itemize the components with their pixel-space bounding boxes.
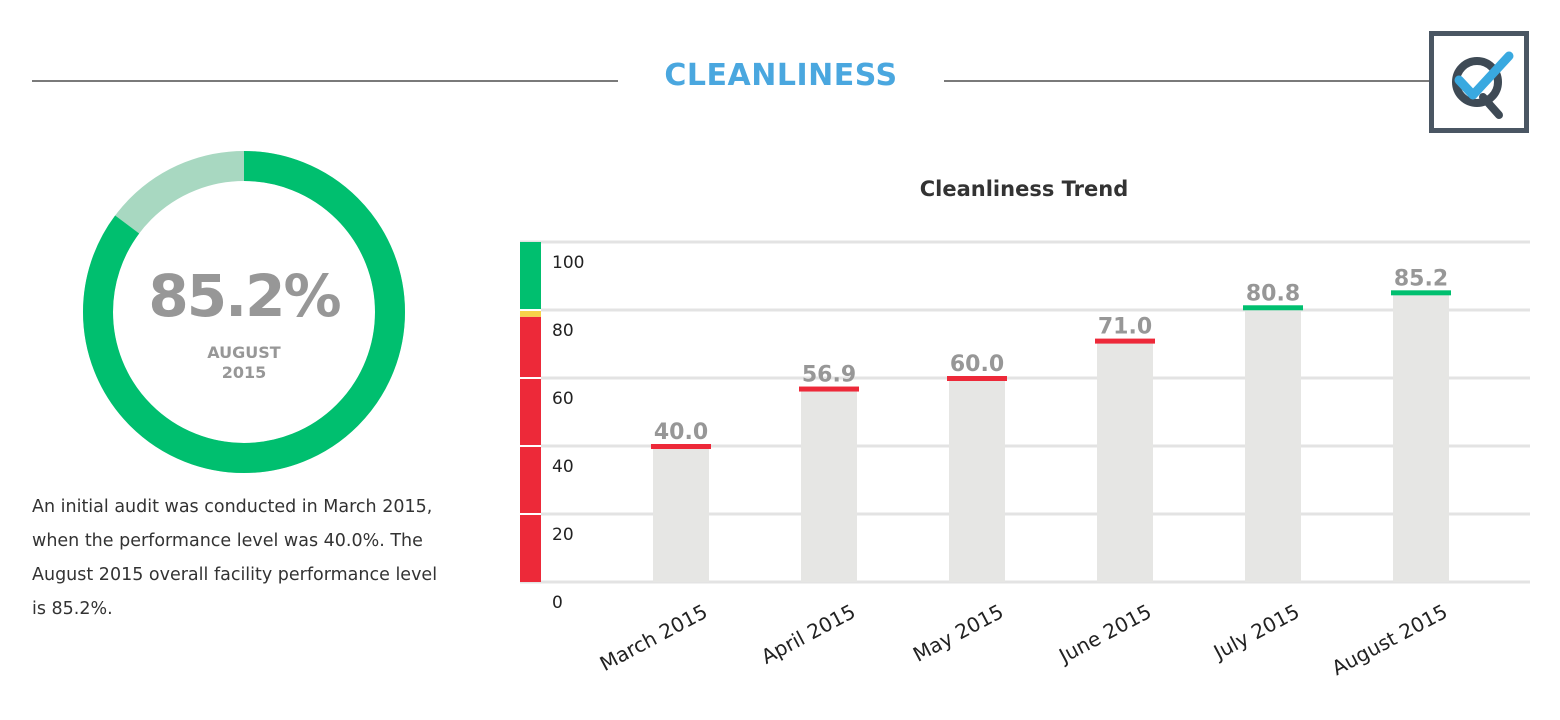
bar-value-label: 56.9 (802, 363, 856, 388)
bar-value-label: 71.0 (1098, 315, 1152, 340)
section-title: CLEANLINESS (664, 58, 898, 93)
bar-value-label: 60.0 (950, 352, 1004, 377)
bar (1245, 307, 1301, 582)
x-tick-label: April 2015 (757, 599, 859, 669)
x-tick-label: August 2015 (1328, 599, 1452, 680)
y-tick-label: 80 (552, 321, 574, 341)
cleanliness-trend-chart: Cleanliness Trend 40.0 56.9 60.0 71.0 80.8 85… (520, 177, 1530, 680)
y-tick-label: 40 (552, 457, 574, 477)
bar (1393, 292, 1449, 582)
bar-value-label: 80.8 (1246, 281, 1300, 306)
bar-value-label: 85.2 (1394, 266, 1448, 291)
bar (1097, 340, 1153, 582)
y-axis-ticks: 0 20 40 60 80 100 (552, 253, 584, 613)
x-axis-ticks: March 2015 April 2015 May 2015 June 2015 Jul… (596, 599, 1452, 680)
logo-checkmark (1454, 51, 1514, 100)
gauge-month: AUGUST (207, 343, 281, 362)
bar-value-label: 40.0 (654, 420, 708, 445)
chart-bars: 40.0 56.9 60.0 71.0 80.8 85.2 (651, 266, 1451, 582)
logo-frame (1429, 31, 1529, 133)
bar-value-marker (1243, 305, 1303, 311)
x-tick-label: June 2015 (1053, 599, 1155, 668)
performance-donut (83, 151, 405, 473)
x-tick-label: March 2015 (596, 599, 712, 676)
bar (801, 388, 857, 582)
gauge-value: 85.2% (148, 262, 341, 330)
chart-title: Cleanliness Trend (920, 177, 1128, 201)
bar (653, 446, 709, 582)
x-tick-label: May 2015 (909, 599, 1007, 666)
performance-scale (520, 242, 541, 582)
y-tick-label: 60 (552, 389, 574, 409)
y-tick-label: 20 (552, 525, 574, 545)
header-divider-right (944, 80, 1434, 82)
bar-value-marker (651, 444, 711, 449)
bar (949, 378, 1005, 582)
x-tick-label: July 2015 (1208, 599, 1303, 665)
scale-band (520, 242, 541, 310)
bar-value-marker (799, 386, 859, 392)
gauge-year: 2015 (221, 363, 267, 382)
bar-value-marker (947, 376, 1007, 381)
bar-value-marker (1391, 290, 1451, 296)
scale-band (520, 316, 541, 582)
header-divider-left (32, 80, 618, 82)
logo-q-tail (1479, 93, 1503, 119)
donut-fill (83, 151, 405, 473)
y-tick-label: 100 (552, 253, 584, 273)
y-tick-label: 0 (552, 593, 563, 613)
q-checkmark-logo (1429, 31, 1529, 133)
summary-paragraph: An initial audit was conducted in March … (32, 497, 438, 619)
scale-band (520, 310, 541, 317)
bar-value-marker (1095, 338, 1155, 344)
